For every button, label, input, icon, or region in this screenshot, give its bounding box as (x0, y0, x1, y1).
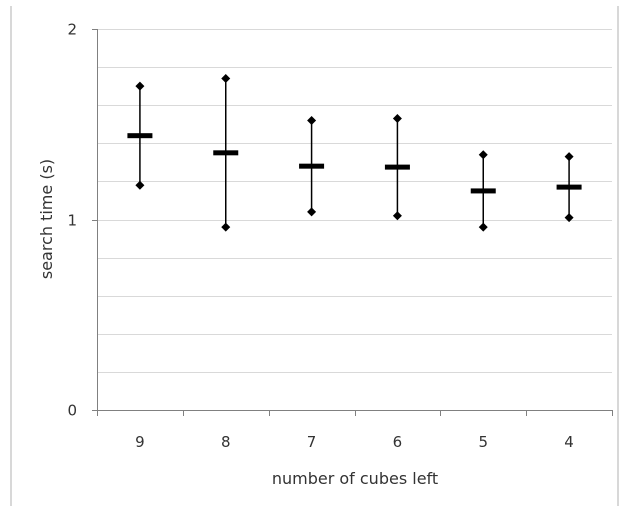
low-marker (221, 222, 231, 232)
x-tick-label: 6 (393, 433, 403, 451)
mean-marker (127, 133, 153, 139)
low-marker (135, 180, 145, 190)
high-marker (307, 115, 317, 125)
low-marker (478, 222, 488, 232)
mean-marker (470, 188, 496, 194)
high-marker (135, 81, 145, 91)
marks-layer (127, 74, 582, 232)
y-tick-label: 1 (67, 212, 77, 230)
mean-marker (299, 163, 325, 169)
y-tick-label: 0 (67, 402, 77, 420)
low-marker (564, 213, 574, 223)
axis-layer: 0 1 2 9 8 7 6 5 4 (67, 21, 613, 451)
mean-marker (213, 150, 239, 156)
low-marker (307, 207, 317, 217)
x-tick-label: 5 (478, 433, 488, 451)
high-marker (221, 74, 231, 84)
low-marker (392, 211, 402, 221)
y-axis-title: search time (s) (37, 159, 56, 279)
x-tick-label: 8 (221, 433, 231, 451)
high-marker (392, 114, 402, 124)
mean-marker (384, 164, 410, 170)
y-tick-label: 2 (67, 21, 77, 39)
high-marker (564, 152, 574, 162)
x-tick-label: 9 (135, 433, 145, 451)
high-marker (478, 150, 488, 160)
x-axis-title: number of cubes left (272, 469, 438, 488)
grid-layer (97, 29, 612, 373)
mean-marker (556, 184, 582, 190)
x-tick-label: 7 (307, 433, 317, 451)
x-tick-label: 4 (564, 433, 574, 451)
